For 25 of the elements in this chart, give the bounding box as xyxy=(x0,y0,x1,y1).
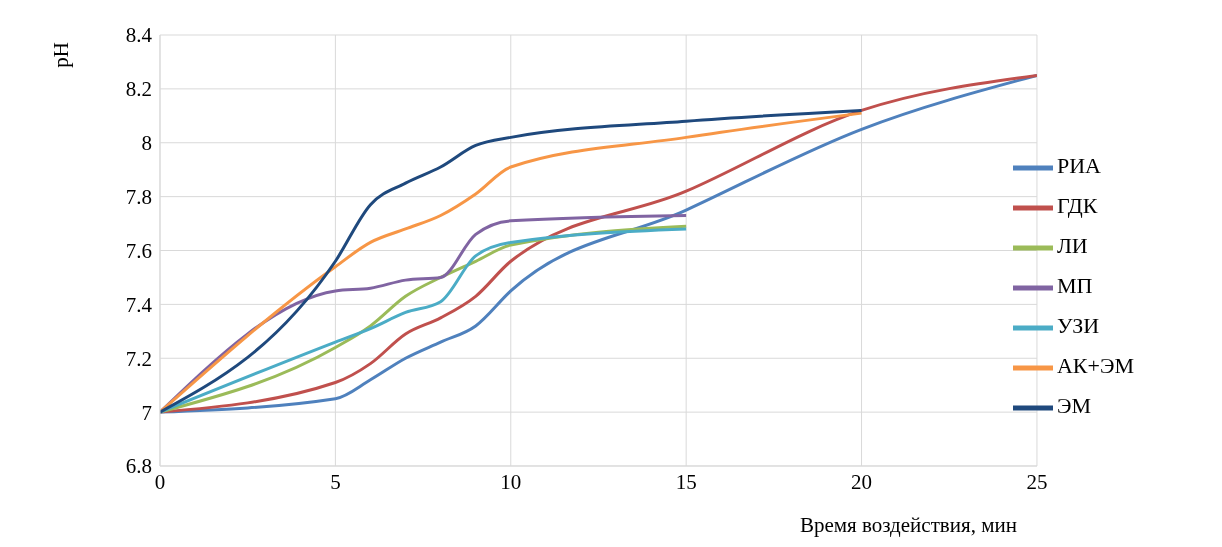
x-tick-label: 15 xyxy=(675,469,697,494)
legend-label: РИА xyxy=(1056,153,1101,179)
legend-label: ЭМ xyxy=(1056,393,1092,419)
legend-label: ЛИ xyxy=(1056,233,1088,259)
legend-label: ГДК xyxy=(1056,193,1098,219)
legend-label: АК+ЭМ xyxy=(1056,353,1134,379)
y-tick-label: 8.4 xyxy=(125,23,153,48)
line-series xyxy=(160,73,1037,414)
y-tick-label: 7.6 xyxy=(125,238,152,263)
y-tick-label: 7.2 xyxy=(125,346,152,371)
y-tick-label: 7.4 xyxy=(125,292,153,317)
x-tick-label: 0 xyxy=(154,469,166,494)
y-tick-label: 6.8 xyxy=(125,454,152,479)
y-tick-label: 8.2 xyxy=(125,77,152,102)
y-tick-label: 7 xyxy=(141,400,152,425)
x-tick-label: 10 xyxy=(500,469,522,494)
y-tick-label: 7.8 xyxy=(125,185,152,210)
x-axis-title: Время воздействия, мин xyxy=(799,513,1017,537)
x-tick-label: 20 xyxy=(851,469,873,494)
y-tick-label: 8 xyxy=(141,131,152,156)
y-axis-title: pH xyxy=(49,42,73,68)
x-tick-label: 25 xyxy=(1026,469,1048,494)
x-tick-label: 5 xyxy=(330,469,341,494)
legend-label: МП xyxy=(1056,273,1093,299)
legend-label: УЗИ xyxy=(1056,313,1100,339)
